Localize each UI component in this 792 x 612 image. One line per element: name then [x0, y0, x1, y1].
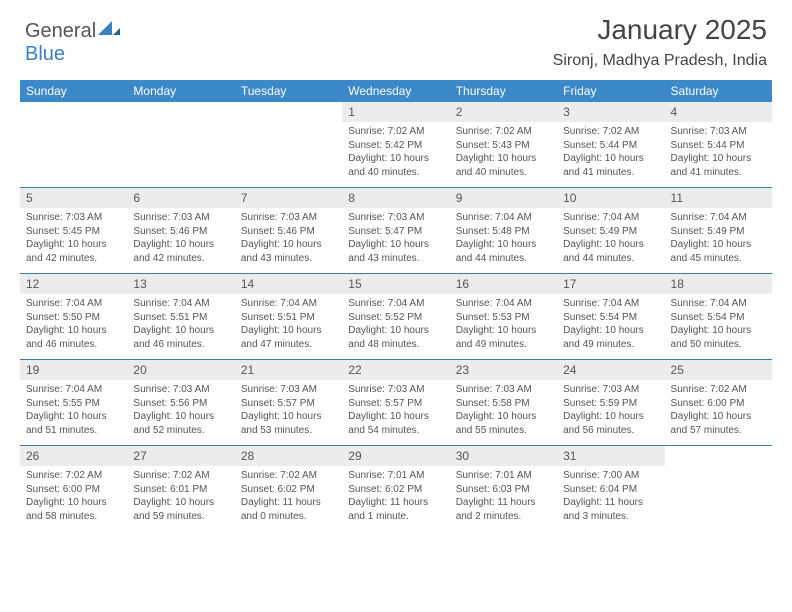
- day-header-cell: Tuesday: [235, 80, 342, 102]
- day-number-row: 12131415161718: [20, 274, 772, 294]
- day-detail-cell: Sunrise: 7:03 AMSunset: 5:45 PMDaylight:…: [20, 208, 127, 274]
- day-header-row: SundayMondayTuesdayWednesdayThursdayFrid…: [20, 80, 772, 102]
- day-number-cell: 5: [20, 188, 127, 208]
- day-number-cell: 13: [127, 274, 234, 294]
- page-title: January 2025: [597, 14, 767, 46]
- day-detail-cell: Sunrise: 7:01 AMSunset: 6:02 PMDaylight:…: [342, 466, 449, 531]
- day-header-cell: Monday: [127, 80, 234, 102]
- day-detail-cell: Sunrise: 7:03 AMSunset: 5:58 PMDaylight:…: [450, 380, 557, 446]
- day-header-cell: Sunday: [20, 80, 127, 102]
- day-detail-cell: Sunrise: 7:04 AMSunset: 5:51 PMDaylight:…: [235, 294, 342, 360]
- day-detail-cell: Sunrise: 7:04 AMSunset: 5:48 PMDaylight:…: [450, 208, 557, 274]
- day-detail-row: Sunrise: 7:03 AMSunset: 5:45 PMDaylight:…: [20, 208, 772, 274]
- day-detail-row: Sunrise: 7:04 AMSunset: 5:55 PMDaylight:…: [20, 380, 772, 446]
- day-detail-cell: Sunrise: 7:03 AMSunset: 5:46 PMDaylight:…: [127, 208, 234, 274]
- day-number-cell: 21: [235, 360, 342, 380]
- day-header-cell: Friday: [557, 80, 664, 102]
- day-detail-cell: Sunrise: 7:03 AMSunset: 5:46 PMDaylight:…: [235, 208, 342, 274]
- day-detail-cell: Sunrise: 7:04 AMSunset: 5:54 PMDaylight:…: [557, 294, 664, 360]
- day-detail-cell: [235, 122, 342, 188]
- day-number-cell: 15: [342, 274, 449, 294]
- day-number-row: 262728293031: [20, 446, 772, 466]
- day-number-cell: [20, 102, 127, 122]
- day-number-cell: 3: [557, 102, 664, 122]
- calendar-table: SundayMondayTuesdayWednesdayThursdayFrid…: [20, 80, 772, 531]
- day-detail-cell: Sunrise: 7:02 AMSunset: 6:00 PMDaylight:…: [20, 466, 127, 531]
- day-number-cell: 2: [450, 102, 557, 122]
- day-detail-cell: Sunrise: 7:00 AMSunset: 6:04 PMDaylight:…: [557, 466, 664, 531]
- day-header-cell: Thursday: [450, 80, 557, 102]
- day-number-cell: 28: [235, 446, 342, 466]
- day-number-cell: 1: [342, 102, 449, 122]
- day-number-cell: 25: [665, 360, 772, 380]
- day-number-cell: 4: [665, 102, 772, 122]
- day-number-cell: 19: [20, 360, 127, 380]
- logo-text-2: Blue: [25, 43, 65, 65]
- day-number-cell: 31: [557, 446, 664, 466]
- day-detail-cell: Sunrise: 7:04 AMSunset: 5:53 PMDaylight:…: [450, 294, 557, 360]
- day-detail-cell: Sunrise: 7:02 AMSunset: 6:01 PMDaylight:…: [127, 466, 234, 531]
- day-number-cell: 30: [450, 446, 557, 466]
- day-number-cell: 6: [127, 188, 234, 208]
- day-number-cell: 29: [342, 446, 449, 466]
- day-number-row: 1234: [20, 102, 772, 122]
- day-number-cell: 11: [665, 188, 772, 208]
- day-number-cell: 16: [450, 274, 557, 294]
- day-number-row: 567891011: [20, 188, 772, 208]
- day-detail-row: Sunrise: 7:02 AMSunset: 6:00 PMDaylight:…: [20, 466, 772, 531]
- logo: GeneralBlue: [25, 20, 120, 66]
- day-number-cell: 9: [450, 188, 557, 208]
- day-number-cell: 22: [342, 360, 449, 380]
- day-number-cell: 8: [342, 188, 449, 208]
- day-detail-row: Sunrise: 7:04 AMSunset: 5:50 PMDaylight:…: [20, 294, 772, 360]
- day-number-cell: 23: [450, 360, 557, 380]
- day-header-cell: Wednesday: [342, 80, 449, 102]
- day-number-cell: 20: [127, 360, 234, 380]
- day-number-cell: 12: [20, 274, 127, 294]
- day-number-cell: 27: [127, 446, 234, 466]
- day-number-cell: [235, 102, 342, 122]
- day-number-cell: 24: [557, 360, 664, 380]
- header: GeneralBlue January 2025 Sironj, Madhya …: [0, 0, 792, 80]
- day-detail-cell: [127, 122, 234, 188]
- day-detail-cell: Sunrise: 7:04 AMSunset: 5:51 PMDaylight:…: [127, 294, 234, 360]
- day-detail-cell: Sunrise: 7:02 AMSunset: 6:02 PMDaylight:…: [235, 466, 342, 531]
- day-detail-cell: Sunrise: 7:04 AMSunset: 5:50 PMDaylight:…: [20, 294, 127, 360]
- day-number-cell: [665, 446, 772, 466]
- day-detail-cell: Sunrise: 7:03 AMSunset: 5:57 PMDaylight:…: [342, 380, 449, 446]
- day-detail-cell: Sunrise: 7:03 AMSunset: 5:44 PMDaylight:…: [665, 122, 772, 188]
- day-detail-cell: Sunrise: 7:04 AMSunset: 5:55 PMDaylight:…: [20, 380, 127, 446]
- day-number-cell: 17: [557, 274, 664, 294]
- day-detail-cell: Sunrise: 7:04 AMSunset: 5:54 PMDaylight:…: [665, 294, 772, 360]
- day-number-cell: 14: [235, 274, 342, 294]
- day-number-cell: 18: [665, 274, 772, 294]
- day-detail-cell: Sunrise: 7:03 AMSunset: 5:47 PMDaylight:…: [342, 208, 449, 274]
- day-detail-cell: Sunrise: 7:02 AMSunset: 6:00 PMDaylight:…: [665, 380, 772, 446]
- day-detail-cell: Sunrise: 7:02 AMSunset: 5:43 PMDaylight:…: [450, 122, 557, 188]
- day-number-cell: 26: [20, 446, 127, 466]
- day-number-row: 19202122232425: [20, 360, 772, 380]
- day-detail-cell: [20, 122, 127, 188]
- day-detail-cell: Sunrise: 7:03 AMSunset: 5:56 PMDaylight:…: [127, 380, 234, 446]
- day-header-cell: Saturday: [665, 80, 772, 102]
- day-number-cell: 10: [557, 188, 664, 208]
- logo-text-1: General: [25, 20, 96, 42]
- day-detail-cell: [665, 466, 772, 531]
- day-detail-cell: Sunrise: 7:03 AMSunset: 5:57 PMDaylight:…: [235, 380, 342, 446]
- day-detail-cell: Sunrise: 7:01 AMSunset: 6:03 PMDaylight:…: [450, 466, 557, 531]
- location-text: Sironj, Madhya Pradesh, India: [553, 52, 767, 70]
- day-detail-cell: Sunrise: 7:04 AMSunset: 5:49 PMDaylight:…: [557, 208, 664, 274]
- day-detail-cell: Sunrise: 7:02 AMSunset: 5:44 PMDaylight:…: [557, 122, 664, 188]
- day-detail-cell: Sunrise: 7:04 AMSunset: 5:49 PMDaylight:…: [665, 208, 772, 274]
- day-detail-cell: Sunrise: 7:02 AMSunset: 5:42 PMDaylight:…: [342, 122, 449, 188]
- day-detail-cell: Sunrise: 7:03 AMSunset: 5:59 PMDaylight:…: [557, 380, 664, 446]
- day-number-cell: [127, 102, 234, 122]
- day-number-cell: 7: [235, 188, 342, 208]
- day-detail-row: Sunrise: 7:02 AMSunset: 5:42 PMDaylight:…: [20, 122, 772, 188]
- logo-sail-icon: [98, 18, 120, 41]
- day-detail-cell: Sunrise: 7:04 AMSunset: 5:52 PMDaylight:…: [342, 294, 449, 360]
